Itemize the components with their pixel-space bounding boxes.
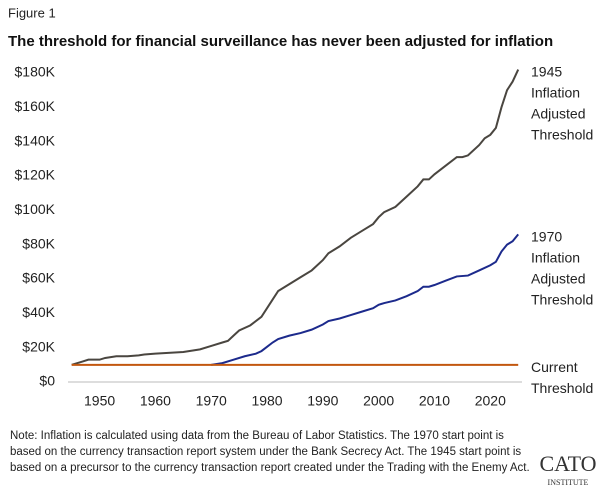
x-tick-label: 2020 [475, 393, 506, 409]
x-tick-label: 1980 [251, 393, 282, 409]
y-tick-label: $120K [15, 167, 56, 183]
y-tick-label: $140K [15, 132, 56, 148]
y-tick-label: $60K [22, 270, 55, 286]
y-tick-label: $40K [22, 304, 55, 320]
x-tick-label: 2010 [419, 393, 450, 409]
logo-name: CATO [539, 451, 596, 476]
x-tick-label: 1970 [196, 393, 227, 409]
legend-label: Current Threshold [531, 359, 593, 396]
legend-label: 1945 Inflation Adjusted Threshold [531, 63, 593, 142]
x-tick-label: 1960 [140, 393, 171, 409]
chart: Figure 1 The threshold for financial sur… [8, 5, 593, 409]
y-tick-label: $160K [15, 98, 56, 114]
note: Note: Inflation is calculated using data… [10, 430, 530, 474]
chart-title: The threshold for financial surveillance… [8, 33, 553, 50]
y-tick-label: $180K [15, 64, 56, 80]
logo-subtitle: INSTITUTE [548, 478, 589, 487]
x-tick-label: 1990 [307, 393, 338, 409]
y-tick-label: $0 [39, 373, 55, 389]
y-tick-label: $20K [22, 338, 55, 354]
legend-label: 1970 Inflation Adjusted Threshold [531, 228, 593, 307]
y-tick-label: $80K [22, 235, 55, 251]
x-tick-label: 1950 [84, 393, 115, 409]
y-tick-label: $100K [15, 201, 56, 217]
series-line [71, 69, 520, 366]
x-tick-label: 2000 [363, 393, 394, 409]
figure-label: Figure 1 [8, 5, 56, 20]
series-line [211, 233, 519, 366]
